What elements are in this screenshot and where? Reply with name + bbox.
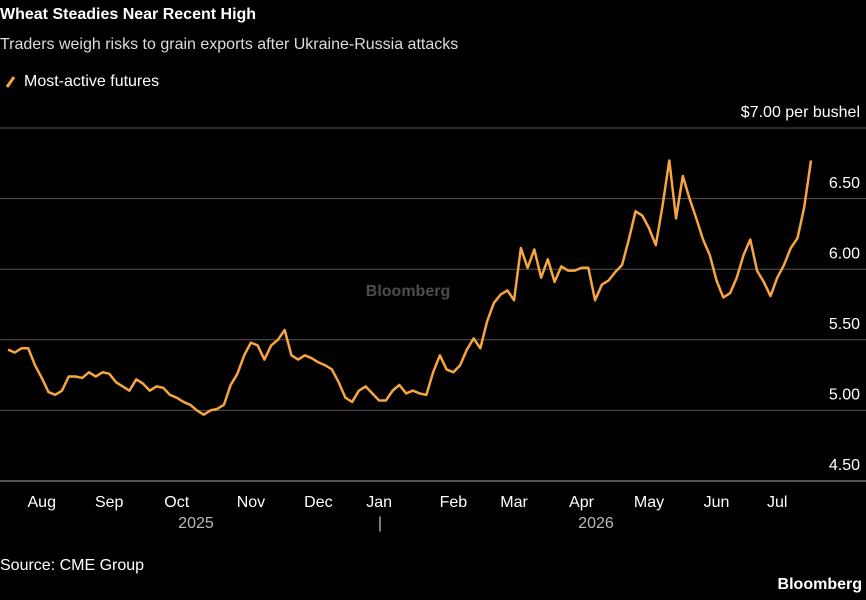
- y-tick-label: 5.00: [829, 387, 860, 404]
- data-line: [7, 159, 813, 416]
- chart-subtitle: Traders weigh risks to grain exports aft…: [0, 36, 458, 53]
- x-tick-label: Sep: [95, 494, 124, 511]
- x-tick-label: Mar: [500, 494, 528, 511]
- x-tick-label: Nov: [237, 494, 265, 511]
- x-tick-label: Apr: [569, 494, 595, 511]
- x-tick-label: Jan: [366, 494, 392, 511]
- legend-label: Most-active futures: [24, 73, 159, 90]
- logo: Bloomberg: [778, 576, 862, 593]
- year-divider: |: [378, 515, 382, 532]
- x-tick-label: Jul: [767, 494, 787, 511]
- y-tick-label: 5.50: [829, 316, 860, 333]
- year-label: 2026: [578, 515, 614, 532]
- y-tick-label: 6.50: [829, 175, 860, 192]
- chart-title: Wheat Steadies Near Recent High: [0, 6, 256, 23]
- x-tick-label: Oct: [164, 494, 189, 511]
- y-tick-label: 4.50: [829, 457, 860, 474]
- x-tick-label: Dec: [304, 494, 332, 511]
- x-tick-label: Feb: [440, 494, 468, 511]
- x-tick-label: May: [634, 494, 664, 511]
- y-tick-label: $7.00 per bushel: [741, 104, 860, 121]
- y-tick-label: 6.00: [829, 245, 860, 262]
- year-label: 2025: [178, 515, 214, 532]
- watermark: Bloomberg: [366, 283, 450, 300]
- x-tick-label: Aug: [28, 494, 56, 511]
- source: Source: CME Group: [0, 557, 144, 574]
- legend-swatch: [5, 76, 16, 88]
- x-tick-label: Jun: [704, 494, 730, 511]
